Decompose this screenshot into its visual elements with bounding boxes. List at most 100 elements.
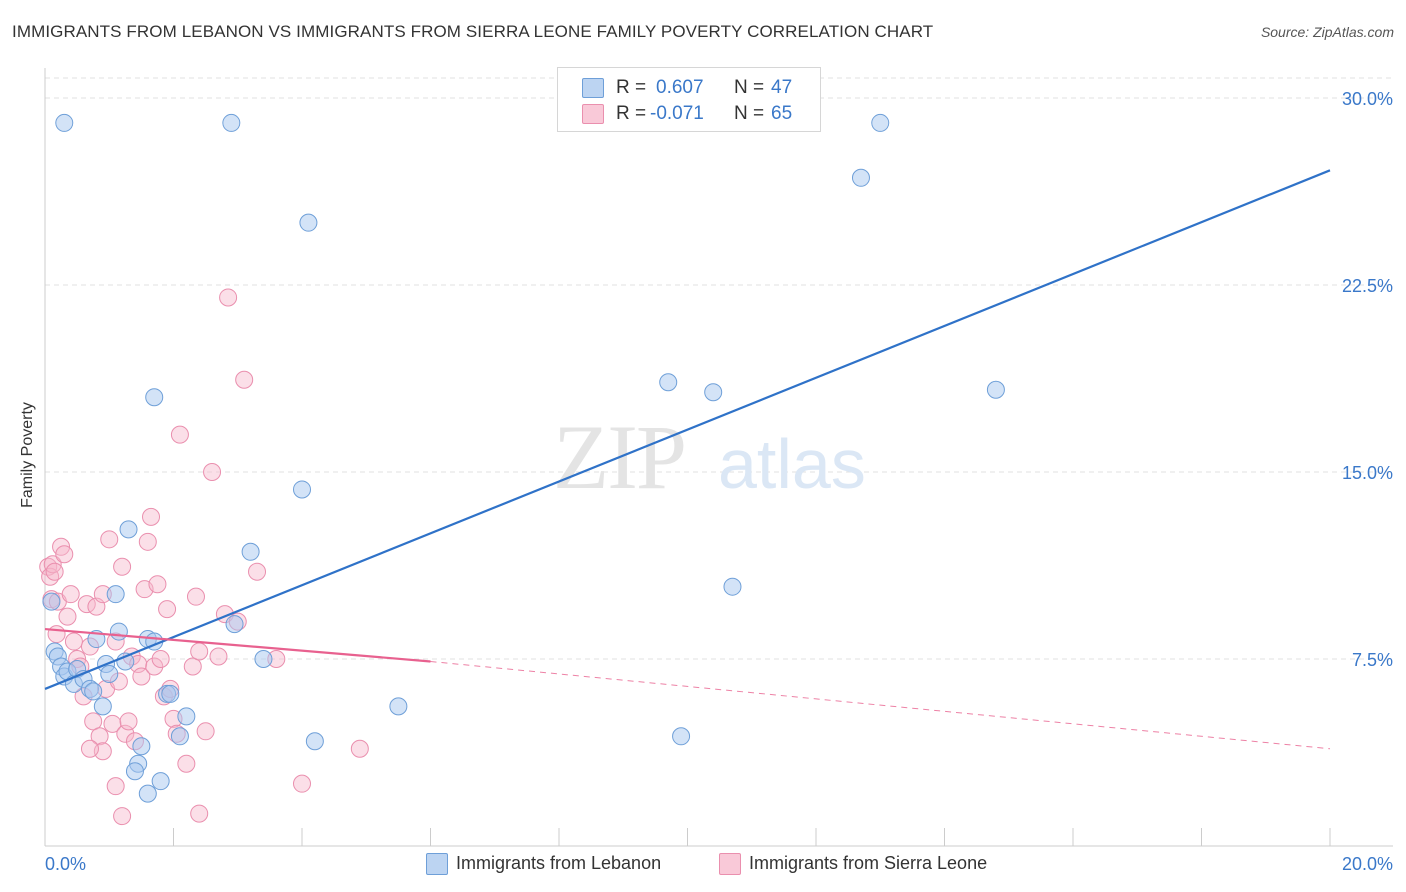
lebanon-point-20 — [132, 737, 151, 756]
sierra-point-46 — [183, 657, 202, 676]
lebanon-n-label: N = — [734, 77, 765, 98]
lebanon-point-26 — [170, 727, 189, 746]
sierra-n-value: 65 — [771, 103, 793, 124]
lebanon-point-0 — [42, 592, 61, 611]
sierra-swatch — [582, 104, 604, 124]
sierra-trendline-extension — [430, 660, 1331, 750]
sierra-point-34 — [138, 532, 157, 551]
lebanon-point-25 — [161, 684, 180, 703]
grid-lines — [45, 77, 1393, 660]
lebanon-point-32 — [222, 113, 241, 132]
sierra-point-62 — [113, 807, 132, 826]
lebanon-point-33 — [299, 213, 318, 232]
lebanon-point-39 — [389, 697, 408, 716]
watermark-atlas: atlas — [718, 425, 866, 503]
x-tick-label-1: 20.0% — [1342, 854, 1393, 874]
legend-sierra-label: Immigrants from Sierra Leone — [749, 853, 988, 873]
sierra-point-64 — [80, 739, 99, 758]
source-label: Source: ZipAtlas.com — [1260, 24, 1394, 40]
axes — [44, 68, 1393, 847]
lebanon-point-18 — [119, 520, 138, 539]
sierra-point-45 — [177, 754, 196, 773]
sierra-point-23 — [103, 714, 122, 733]
sierra-point-44 — [170, 425, 189, 444]
sierra-point-8 — [55, 545, 74, 564]
lebanon-swatch — [582, 78, 604, 98]
lebanon-point-14 — [100, 664, 119, 683]
sierra-point-5 — [47, 625, 66, 644]
lebanon-point-34 — [293, 480, 311, 499]
sierra-point-36 — [145, 657, 164, 676]
legend-lebanon-swatch — [426, 853, 448, 875]
sierra-point-49 — [196, 722, 215, 741]
sierra-point-47 — [186, 587, 205, 606]
lebanon-point-12 — [93, 697, 112, 716]
sierra-trendline — [44, 627, 431, 663]
lebanon-point-45 — [871, 113, 890, 132]
lebanon-point-16 — [109, 622, 128, 641]
sierra-point-58 — [293, 774, 311, 793]
x-tick-label-0: 0.0% — [45, 854, 86, 874]
sierra-point-28 — [119, 712, 138, 731]
legend-lebanon-label: Immigrants from Lebanon — [456, 853, 662, 873]
chart-title: IMMIGRANTS FROM LEBANON VS IMMIGRANTS FR… — [12, 22, 934, 41]
lebanon-point-42 — [704, 383, 723, 402]
sierra-point-59 — [350, 739, 369, 758]
sierra-point-19 — [90, 727, 109, 746]
sierra-point-22 — [100, 530, 119, 549]
lebanon-point-37 — [254, 650, 273, 668]
y-tick-label-2: 22.5% — [1342, 276, 1393, 296]
sierra-point-3 — [43, 555, 62, 574]
legend-sierra-swatch — [719, 853, 741, 875]
lebanon-trendline — [44, 169, 1331, 690]
tick-labels: 7.5% 15.0% 22.5% 30.0% 0.0% 20.0% — [45, 89, 1393, 874]
sierra-point-56 — [248, 562, 267, 581]
lebanon-point-10 — [84, 682, 103, 701]
sierra-point-53 — [219, 288, 238, 307]
sierra-point-11 — [64, 632, 83, 651]
sierra-point-40 — [158, 600, 177, 619]
sierra-point-51 — [209, 647, 228, 666]
lebanon-point-28 — [55, 113, 74, 132]
sierra-point-37 — [148, 575, 167, 594]
sierra-point-55 — [235, 370, 254, 389]
lebanon-point-46 — [986, 380, 1005, 399]
lebanon-r-label: R = — [616, 77, 647, 98]
sierra-point-35 — [142, 507, 161, 526]
y-tick-label-1: 15.0% — [1342, 463, 1393, 483]
sierra-point-38 — [151, 650, 170, 668]
lebanon-point-15 — [106, 585, 125, 604]
sierra-point-48 — [190, 642, 209, 661]
sierra-point-17 — [84, 712, 103, 731]
sierra-n-label: N = — [734, 103, 765, 124]
stats-box: R = 0.607 N = 47 R = -0.071 N = 65 — [557, 67, 821, 132]
lebanon-point-43 — [723, 577, 742, 596]
lebanon-n-value: 47 — [771, 77, 793, 98]
sierra-point-50 — [203, 463, 222, 481]
sierra-point-63 — [190, 804, 209, 823]
sierra-point-10 — [61, 585, 80, 604]
y-tick-label-0: 7.5% — [1352, 650, 1393, 670]
sierra-r-label: R = — [616, 103, 647, 124]
sierra-point-26 — [113, 557, 132, 576]
sierra-point-9 — [58, 607, 77, 626]
lebanon-point-23 — [151, 772, 170, 791]
sierra-point-32 — [132, 667, 151, 686]
lebanon-point-44 — [851, 168, 870, 187]
lebanon-point-31 — [145, 388, 164, 407]
lebanon-point-35 — [241, 542, 260, 561]
lebanon-point-40 — [659, 373, 678, 392]
y-tick-label-3: 30.0% — [1342, 89, 1393, 109]
trendlines — [44, 169, 1331, 750]
lebanon-point-30 — [138, 784, 157, 803]
sierra-point-4 — [45, 562, 64, 581]
lebanon-point-27 — [177, 707, 196, 726]
watermark: ZIP atlas — [553, 406, 866, 508]
lebanon-point-41 — [672, 727, 691, 746]
lebanon-point-36 — [225, 615, 244, 634]
lebanon-point-29 — [125, 762, 144, 781]
lebanon-point-38 — [305, 732, 324, 751]
sierra-r-value: -0.071 — [650, 103, 704, 124]
y-axis-label: Family Poverty — [19, 402, 36, 508]
